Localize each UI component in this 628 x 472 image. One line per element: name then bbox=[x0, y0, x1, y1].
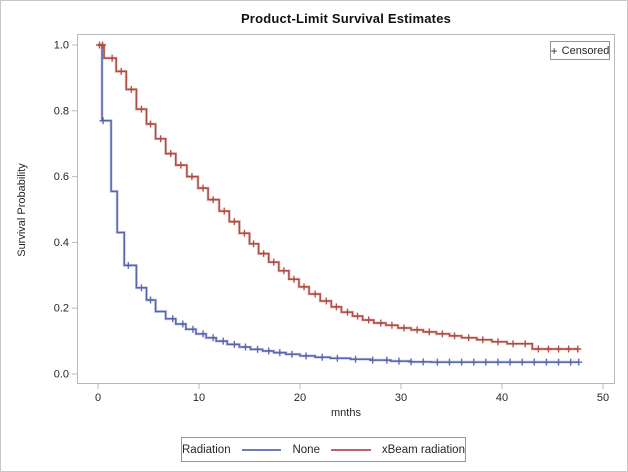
y-tick-label: 0.4 bbox=[54, 237, 69, 249]
y-tick-label: 0.0 bbox=[54, 369, 69, 381]
survival-curve-halo-0 bbox=[98, 43, 579, 364]
survival-curve-0 bbox=[98, 44, 579, 363]
survival-curve-1 bbox=[98, 44, 579, 350]
legend-line-none bbox=[241, 448, 282, 451]
x-tick-label: 40 bbox=[496, 392, 508, 404]
censored-marker-icon: + bbox=[550, 43, 558, 58]
x-tick-label: 20 bbox=[294, 392, 306, 404]
censored-legend: + Censored bbox=[550, 41, 610, 60]
x-tick-label: 0 bbox=[95, 392, 101, 404]
y-tick-label: 0.8 bbox=[54, 105, 69, 117]
y-tick-label: 0.6 bbox=[54, 171, 69, 183]
group-legend: Radiation None xBeam radiation bbox=[181, 437, 466, 462]
censor-marks-0 bbox=[99, 117, 583, 366]
x-tick-label: 50 bbox=[597, 392, 609, 404]
survival-curve-halo-1 bbox=[98, 43, 579, 351]
censored-legend-label: Censored bbox=[561, 44, 610, 57]
chart-title: Product-Limit Survival Estimates bbox=[240, 11, 452, 26]
legend-line-xbeam bbox=[330, 448, 371, 451]
y-tick-label: 1.0 bbox=[54, 40, 69, 52]
x-tick-label: 10 bbox=[193, 392, 205, 404]
y-tick-label: 0.2 bbox=[54, 303, 69, 315]
legend-label-xbeam: xBeam radiation bbox=[381, 443, 465, 456]
x-axis-title: mnths bbox=[331, 407, 361, 419]
legend-label-none: None bbox=[292, 443, 320, 456]
x-tick-label: 30 bbox=[395, 392, 407, 404]
y-axis-title: Survival Probability bbox=[16, 163, 28, 257]
legend-title: Radiation bbox=[182, 443, 231, 456]
censor-marks-1 bbox=[96, 41, 582, 353]
plot-frame bbox=[77, 34, 615, 384]
